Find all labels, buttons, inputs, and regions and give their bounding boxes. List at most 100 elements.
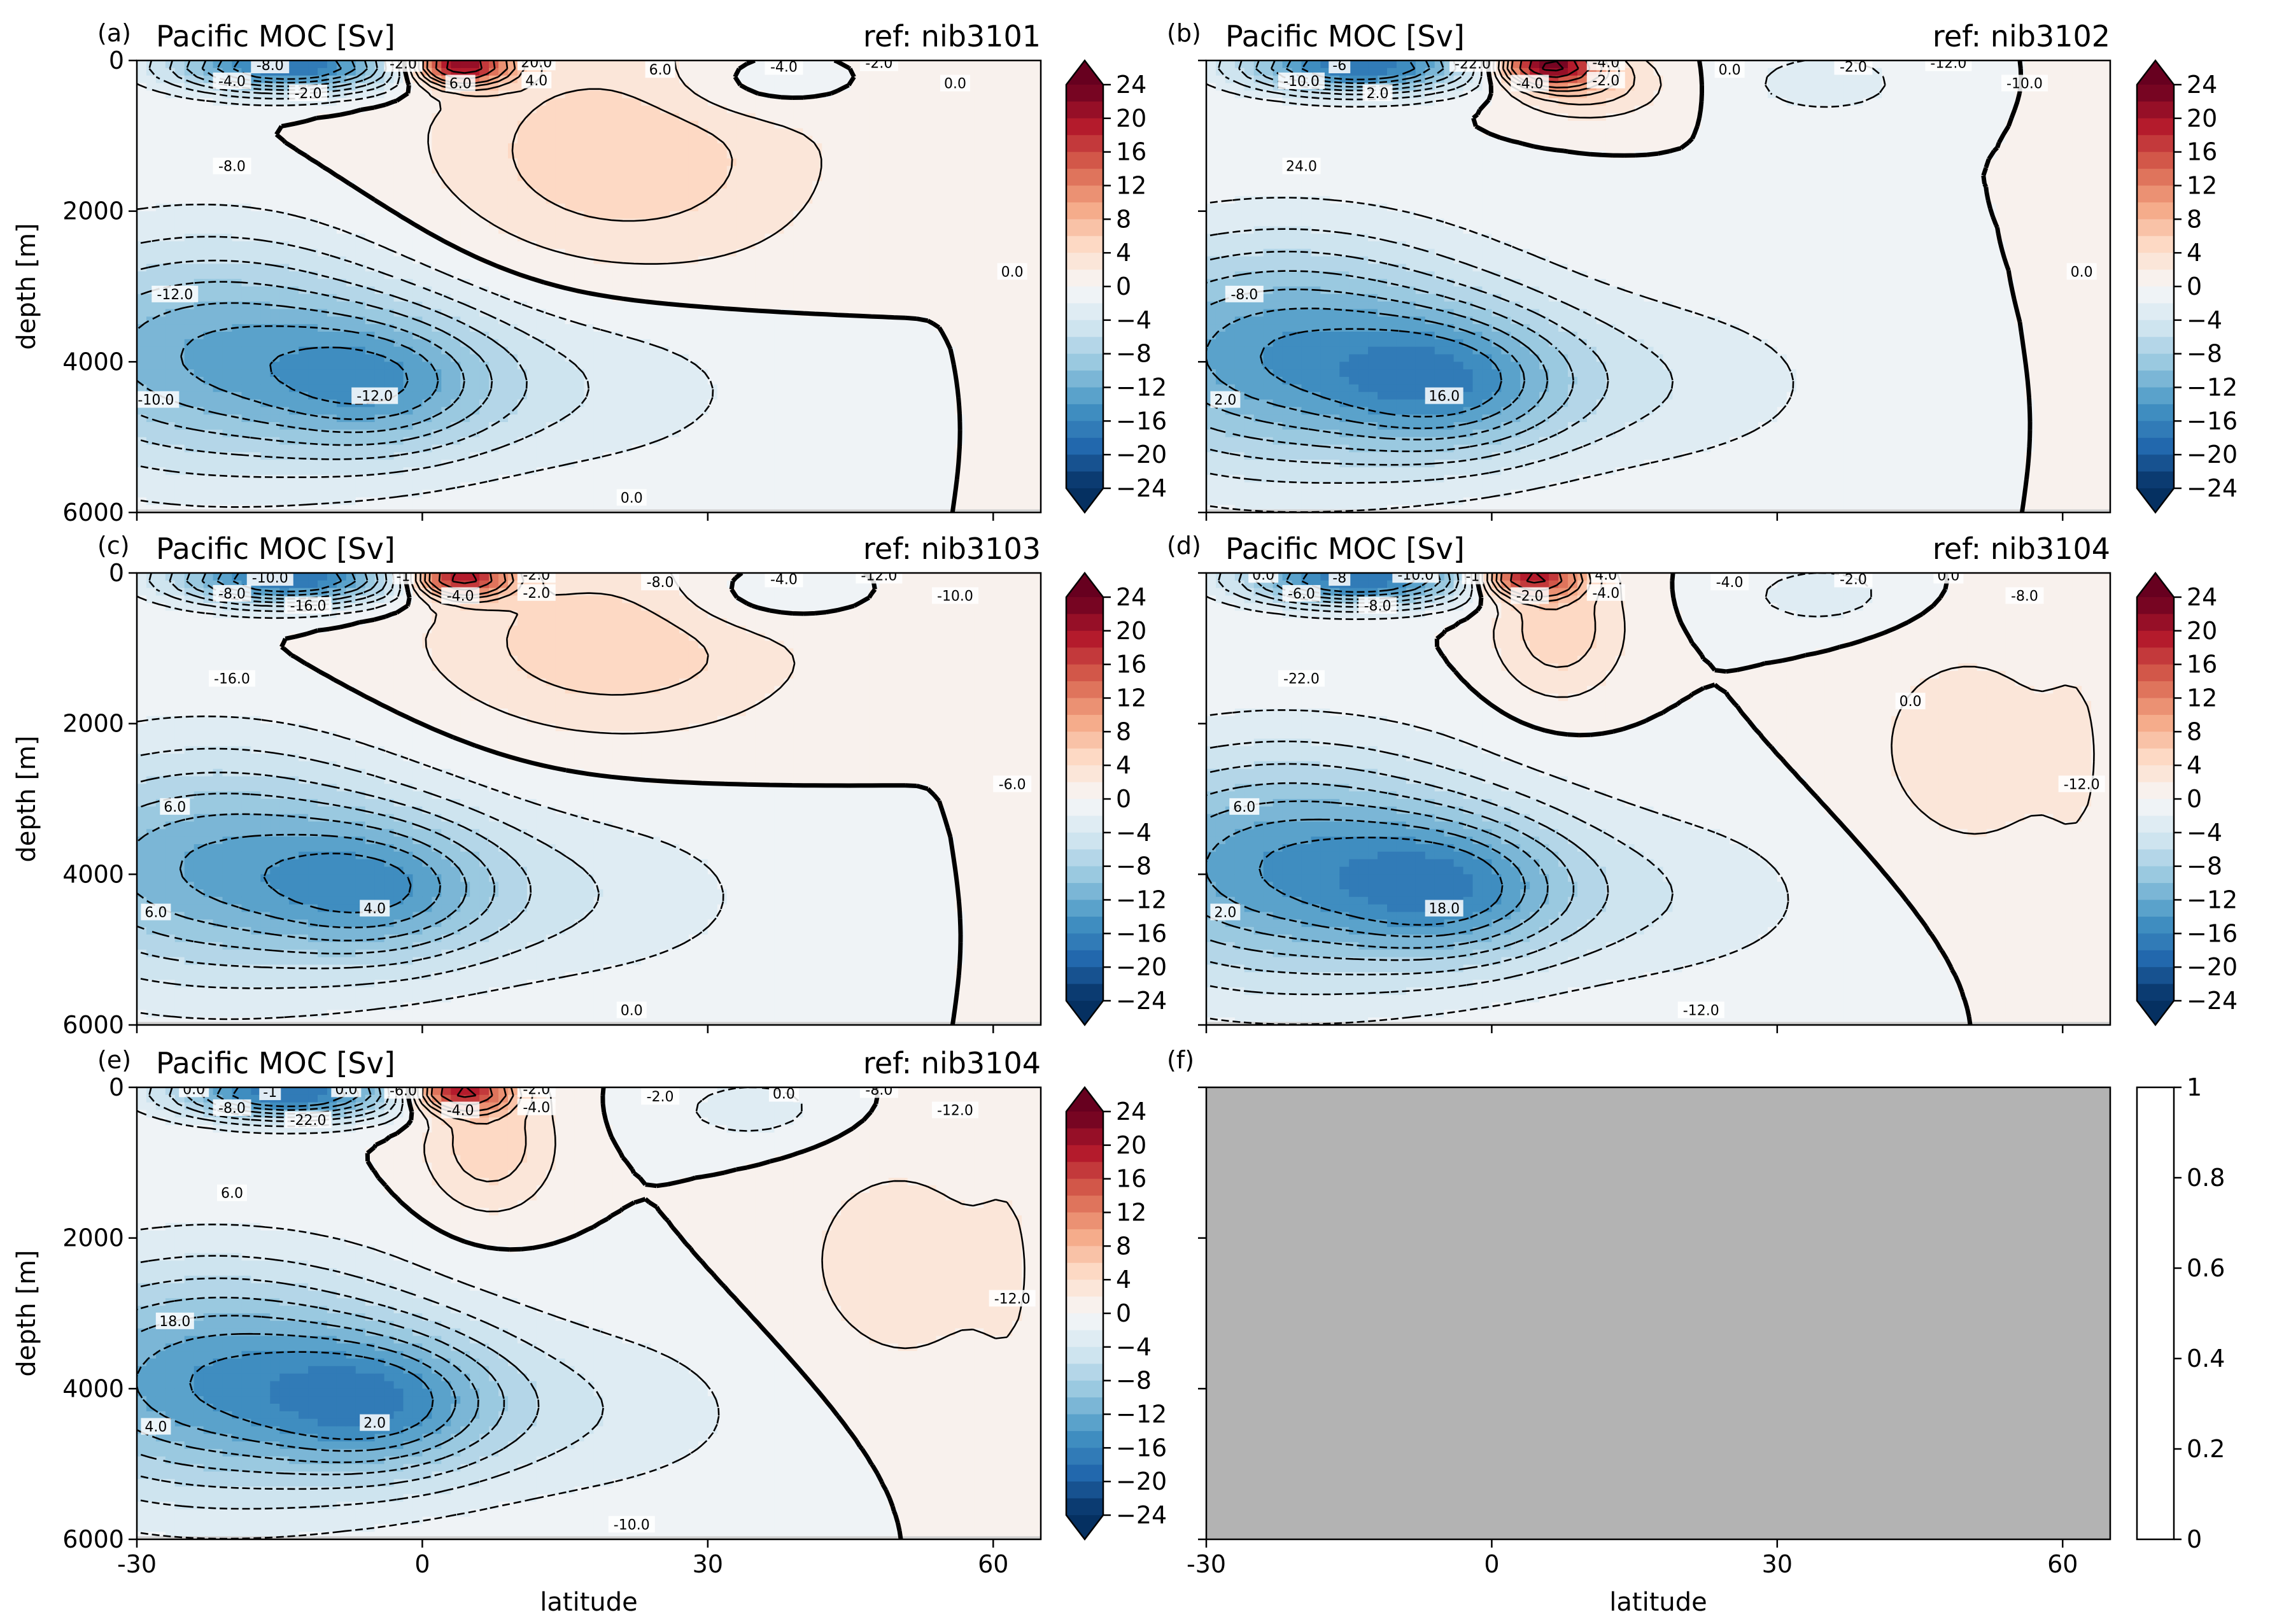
moc-cell: [232, 128, 243, 136]
moc-cell: [841, 188, 851, 197]
moc-cell: [526, 106, 537, 114]
moc-cell: [917, 286, 927, 295]
moc-cell: [793, 339, 803, 348]
moc-cell: [137, 354, 147, 362]
moc-cell: [289, 444, 299, 453]
moc-cell: [393, 136, 404, 144]
moc-cell: [241, 188, 251, 197]
moc-cell: [803, 271, 813, 279]
moc-cell: [232, 362, 243, 370]
moc-cell: [251, 286, 261, 295]
moc-cell: [412, 474, 423, 483]
moc-cell: [860, 354, 870, 362]
moc-cell: [745, 106, 756, 114]
moc-cell: [784, 346, 794, 355]
moc-cell: [574, 60, 585, 69]
moc-cell: [546, 474, 556, 483]
moc-cell: [688, 166, 699, 174]
moc-cell: [688, 497, 699, 505]
moc-cell: [327, 264, 337, 272]
moc-cell: [660, 407, 670, 415]
moc-cell: [603, 369, 613, 378]
moc-cell: [841, 136, 851, 144]
moc-cell: [327, 460, 337, 468]
moc-cell: [850, 316, 861, 325]
moc-cell: [888, 279, 899, 287]
moc-cell: [327, 362, 337, 370]
moc-cell: [593, 98, 604, 106]
moc-cell: [774, 497, 785, 505]
moc-cell: [888, 98, 899, 106]
moc-cell: [517, 218, 528, 227]
moc-cell: [403, 497, 414, 505]
moc-cell: [184, 505, 195, 512]
moc-cell: [251, 497, 261, 505]
moc-cell: [393, 437, 404, 446]
moc-cell: [489, 67, 499, 76]
moc-cell: [289, 437, 299, 446]
moc-cell: [651, 399, 661, 407]
moc-cell: [213, 339, 223, 348]
moc-cell: [869, 203, 880, 212]
moc-cell: [479, 414, 490, 423]
moc-cell: [812, 467, 822, 476]
moc-cell: [384, 234, 395, 242]
moc-cell: [546, 407, 556, 415]
moc-cell: [555, 151, 566, 159]
moc-cell: [679, 339, 689, 348]
moc-cell: [593, 226, 604, 234]
moc-cell: [174, 181, 185, 189]
moc-cell: [612, 173, 623, 181]
moc-cell: [536, 399, 547, 407]
moc-cell: [841, 392, 851, 400]
moc-cell: [584, 75, 595, 84]
moc-cell: [374, 482, 385, 491]
moc-cell: [251, 196, 261, 204]
moc-cell: [270, 474, 280, 483]
moc-cell: [565, 444, 575, 453]
moc-cell: [260, 482, 271, 491]
moc-cell: [137, 60, 147, 69]
moc-cell: [203, 264, 214, 272]
moc-cell: [670, 90, 680, 99]
moc-cell: [651, 354, 661, 362]
moc-cell: [155, 346, 166, 355]
moc-cell: [593, 429, 604, 438]
moc-cell: [841, 75, 851, 84]
moc-cell: [793, 203, 803, 212]
moc-cell: [765, 429, 775, 438]
moc-cell: [888, 256, 899, 265]
moc-cell: [536, 286, 547, 295]
moc-cell: [546, 316, 556, 325]
moc-cell: [336, 482, 347, 491]
moc-cell: [726, 429, 737, 438]
moc-cell: [822, 196, 832, 204]
moc-cell: [203, 429, 214, 438]
moc-cell: [336, 211, 347, 220]
moc-cell: [707, 90, 718, 99]
moc-cell: [593, 339, 604, 348]
moc-cell: [546, 241, 556, 250]
moc-cell: [432, 452, 442, 460]
moc-cell: [803, 482, 813, 491]
moc-cell: [774, 166, 785, 174]
moc-cell: [584, 106, 595, 114]
moc-cell: [279, 256, 290, 265]
moc-cell: [793, 234, 803, 242]
moc-cell: [384, 309, 395, 317]
moc-cell: [441, 467, 451, 476]
moc-cell: [299, 414, 309, 423]
moc-cell: [651, 316, 661, 325]
moc-cell: [726, 286, 737, 295]
moc-cell: [698, 505, 708, 512]
moc-cell: [384, 407, 395, 415]
moc-cell: [907, 369, 918, 378]
moc-cell: [222, 316, 233, 325]
moc-cell: [774, 377, 785, 385]
moc-cell: [717, 339, 728, 348]
moc-cell: [203, 128, 214, 136]
moc-cell: [194, 399, 204, 407]
moc-cell: [660, 196, 670, 204]
moc-cell: [251, 332, 261, 340]
moc-cell: [546, 256, 556, 265]
